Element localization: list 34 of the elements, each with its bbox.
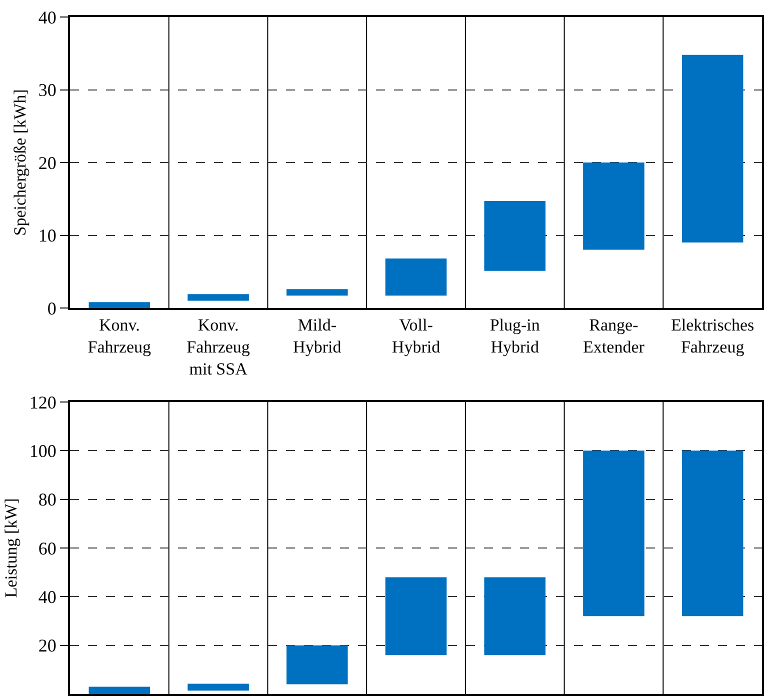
bar: [484, 577, 546, 656]
bar: [583, 450, 644, 616]
x-tick-label: Voll- Hybrid: [392, 315, 441, 356]
bar: [286, 645, 348, 684]
y-tick-label: 10: [38, 226, 56, 246]
y-tick-label: 40: [38, 7, 56, 28]
y-tick-label: 120: [29, 392, 56, 412]
bar: [682, 450, 744, 616]
y-tick-label: 100: [29, 440, 56, 461]
bar: [484, 201, 546, 271]
y-tick-label: 0: [47, 298, 56, 318]
bar: [188, 684, 249, 691]
bar: [88, 686, 150, 694]
x-tick-label: Range- Extender: [583, 315, 645, 356]
x-tick-label: Konv. Fahrzeug mit SSA: [186, 315, 250, 379]
bar: [286, 289, 348, 296]
y-tick-label: 40: [38, 586, 56, 607]
y-tick-label: 60: [38, 538, 56, 558]
y-tick-label: 80: [38, 490, 56, 510]
bar: [682, 54, 744, 243]
y-tick-label: 20: [38, 636, 56, 656]
bar: [385, 258, 447, 296]
x-tick-label: Plug-in Hybrid: [490, 315, 540, 356]
y-axis-title: Leistung [kW]: [1, 498, 20, 598]
bar: [583, 162, 644, 250]
bar: [88, 302, 150, 308]
x-tick-label: Konv. Fahrzeug: [88, 315, 152, 356]
y-tick-label: 30: [38, 80, 56, 100]
x-tick-label: Mild- Hybrid: [293, 315, 342, 356]
x-tick-label: Elektrisches Fahrzeug: [671, 315, 754, 356]
y-tick-label: 20: [38, 152, 56, 173]
bar: [188, 294, 249, 301]
bar: [385, 577, 447, 656]
y-axis-title: Speichergröße [kWh]: [10, 89, 30, 236]
